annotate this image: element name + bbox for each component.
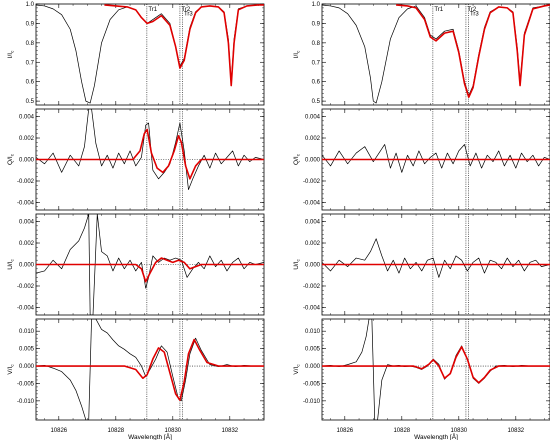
fit-series-line — [36, 338, 264, 401]
y-axis-label: Q/Ic — [7, 153, 15, 165]
marker-label-tr1: Tr1 — [434, 7, 443, 13]
y-tick-label: 0.000 — [19, 158, 35, 164]
observed-series-line — [322, 144, 550, 173]
x-tick-label: 10826 — [336, 428, 353, 434]
y-tick-label: 0.000 — [305, 364, 321, 370]
y-axis-label: Q/Ic — [293, 153, 301, 165]
x-tick-label: 10828 — [393, 428, 410, 434]
y-tick-label: 0.002 — [305, 136, 321, 142]
x-tick-label: 10832 — [507, 428, 524, 434]
y-tick-label: 0.002 — [19, 241, 35, 247]
y-tick-label: -0.005 — [17, 381, 35, 387]
y-tick-label: 0.9 — [26, 21, 35, 27]
y-tick-label: -0.002 — [17, 284, 35, 290]
y-tick-label: 0.5 — [26, 99, 35, 105]
y-tick-label: 0.002 — [305, 241, 321, 247]
y-tick-label: 0.9 — [312, 21, 321, 27]
y-tick-label: 0.6 — [312, 80, 321, 86]
panel-right-V: -0.010 -0.005 0.000 0.005 0.010 V/Ic 10826 1082… — [293, 318, 550, 440]
y-axis-label: V/Ic — [7, 364, 15, 375]
fit-series-line — [36, 128, 264, 180]
marker-label-tr2: Tr2 — [181, 7, 190, 13]
y-axis-label: I/Ic — [7, 50, 15, 58]
y-tick-label: 0.000 — [19, 364, 35, 370]
x-tick-label: 10830 — [450, 428, 467, 434]
y-tick-label: 1.0 — [26, 2, 35, 8]
observed-series-line — [36, 109, 264, 190]
y-tick-label: -0.004 — [17, 305, 35, 311]
observed-series-line — [322, 238, 550, 278]
y-tick-label: -0.002 — [303, 179, 321, 185]
y-tick-label: 0.004 — [305, 115, 321, 121]
x-tick-label: 10826 — [50, 428, 67, 434]
y-tick-label: -0.004 — [17, 200, 35, 206]
y-tick-label: 0.004 — [19, 115, 35, 121]
y-tick-label: 0.004 — [19, 220, 35, 226]
y-tick-label: 0.010 — [19, 329, 35, 335]
y-axis-label: I/Ic — [293, 50, 301, 58]
observed-series-line — [36, 319, 264, 420]
y-tick-label: -0.002 — [17, 179, 35, 185]
marker-label-tr1: Tr1 — [148, 7, 157, 13]
marker-label-tr2: Tr2 — [467, 7, 476, 13]
y-tick-label: -0.004 — [303, 200, 321, 206]
y-tick-label: -0.002 — [303, 284, 321, 290]
y-axis-label: V/Ic — [293, 364, 301, 375]
y-tick-label: 0.004 — [305, 220, 321, 226]
y-tick-label: 0.8 — [312, 41, 321, 47]
observed-series-line — [322, 4, 550, 104]
x-axis-label: Wavelength [Å] — [414, 432, 458, 440]
y-tick-label: 0.7 — [312, 60, 321, 66]
y-tick-label: -0.010 — [303, 399, 321, 405]
y-tick-label: 0.5 — [312, 99, 321, 105]
panel-left-V: -0.010 -0.005 0.000 0.005 0.010 V/Ic 10826 1082… — [7, 318, 265, 440]
plot-frame — [321, 3, 550, 106]
panel-right-U: -0.004 -0.002 0.000 0.002 0.004 U/Ic — [293, 213, 550, 316]
panel-left-Q: -0.004 -0.002 0.000 0.002 0.004 Q/Ic — [7, 108, 265, 211]
fit-series-line — [396, 4, 550, 99]
y-tick-label: 0.7 — [26, 60, 35, 66]
x-tick-label: 10832 — [221, 428, 238, 434]
y-tick-label: 0.002 — [19, 136, 35, 142]
y-axis-label: U/Ic — [293, 258, 301, 269]
y-tick-label: 0.005 — [305, 347, 321, 353]
y-tick-label: 0.000 — [305, 263, 321, 269]
y-tick-label: -0.005 — [303, 381, 321, 387]
y-tick-label: 0.8 — [26, 41, 35, 47]
y-tick-label: 0.000 — [305, 158, 321, 164]
plot-frame — [321, 318, 550, 421]
fit-series-line — [322, 346, 550, 384]
marker-label-tr3: Tr3 — [184, 12, 193, 18]
y-axis-label: U/Ic — [7, 258, 15, 269]
y-tick-label: -0.010 — [17, 399, 35, 405]
y-tick-label: 0.010 — [305, 329, 321, 335]
fit-series-line — [104, 4, 264, 87]
y-tick-label: -0.004 — [303, 305, 321, 311]
y-tick-label: 1.0 — [312, 2, 321, 8]
marker-label-tr3: Tr3 — [470, 12, 479, 18]
fit-series-line — [36, 257, 264, 283]
panel-left-U: -0.004 -0.002 0.000 0.002 0.004 U/Ic — [7, 213, 265, 316]
x-tick-label: 10828 — [107, 428, 124, 434]
panel-right-Q: -0.004 -0.002 0.000 0.002 0.004 Q/Ic — [293, 108, 550, 211]
observed-series-line — [322, 319, 550, 420]
x-tick-label: 10830 — [164, 428, 181, 434]
y-tick-label: 0.000 — [19, 263, 35, 269]
x-axis-label: Wavelength [Å] — [128, 432, 172, 440]
y-tick-label: 0.6 — [26, 80, 35, 86]
y-tick-label: 0.005 — [19, 347, 35, 353]
